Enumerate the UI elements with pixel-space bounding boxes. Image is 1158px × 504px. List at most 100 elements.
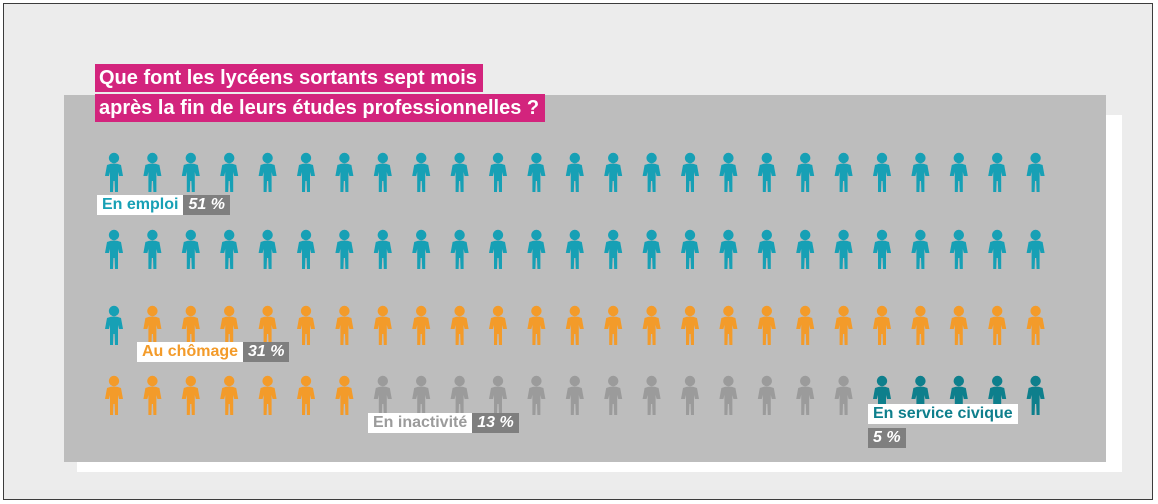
person-icon-au-chomage — [220, 375, 239, 415]
person-icon-en-emploi — [911, 229, 930, 269]
label-en-service-civique-name: En service civique — [868, 404, 1018, 424]
person-icon-en-emploi — [527, 229, 546, 269]
person-icon-en-emploi — [565, 229, 584, 269]
person-icon-en-service-civique — [873, 375, 891, 415]
person-icon-en-emploi — [220, 152, 239, 192]
person-icon-en-emploi — [988, 229, 1007, 269]
person-icon-au-chomage — [834, 305, 853, 345]
label-au-chomage-pct: 31 % — [243, 342, 290, 362]
person-icon-en-emploi — [412, 229, 431, 269]
label-en-emploi-name: En emploi — [97, 195, 184, 215]
person-icon-en-inactivite — [450, 375, 469, 415]
person-icon-en-emploi — [604, 152, 623, 192]
person-icon-en-emploi — [335, 152, 354, 192]
person-icon-en-emploi — [489, 152, 507, 192]
person-icon-en-emploi — [911, 152, 930, 192]
person-icon-au-chomage — [335, 305, 354, 345]
person-icon-en-emploi — [143, 152, 162, 192]
person-icon-au-chomage — [297, 305, 315, 345]
person-icon-en-emploi — [450, 229, 469, 269]
person-icon-en-emploi — [450, 152, 469, 192]
person-icon-en-emploi — [681, 152, 699, 192]
label-en-emploi-pct: 51 % — [183, 195, 230, 215]
chart-title: Que font les lycéens sortants sept mois … — [95, 64, 546, 124]
person-icon-en-emploi — [873, 152, 891, 192]
person-icon-en-emploi — [757, 152, 776, 192]
title-line-2: après la fin de leurs études professionn… — [95, 94, 546, 122]
person-icon-en-inactivite — [412, 375, 431, 415]
person-icon-en-emploi — [527, 152, 546, 192]
infographic-frame — [3, 3, 1153, 500]
label-au-chomage-name: Au chômage — [137, 342, 244, 362]
label-en-service-civique-pct: 5 % — [868, 428, 906, 448]
person-icon-au-chomage — [181, 375, 200, 415]
person-icon-au-chomage — [373, 305, 392, 345]
person-icon-en-emploi — [565, 152, 584, 192]
person-icon-au-chomage — [181, 305, 200, 345]
person-icon-au-chomage — [719, 305, 738, 345]
person-icon-au-chomage — [412, 305, 431, 345]
person-icon-en-service-civique — [949, 375, 968, 415]
person-icon-en-emploi — [1026, 152, 1045, 192]
person-icon-au-chomage — [335, 375, 354, 415]
person-icon-au-chomage — [489, 305, 507, 345]
person-icon-au-chomage — [949, 305, 968, 345]
person-icon-en-inactivite — [757, 375, 776, 415]
person-icon-en-inactivite — [642, 375, 661, 415]
person-icon-en-emploi — [949, 152, 968, 192]
person-icon-en-inactivite — [604, 375, 623, 415]
person-icon-en-emploi — [796, 229, 815, 269]
person-icon-au-chomage — [604, 305, 623, 345]
person-icon-en-emploi — [220, 229, 239, 269]
person-icon-en-inactivite — [527, 375, 546, 415]
person-icon-au-chomage — [105, 375, 123, 415]
person-icon-au-chomage — [565, 305, 584, 345]
person-icon-au-chomage — [796, 305, 815, 345]
person-icon-en-emploi — [297, 152, 315, 192]
person-icon-au-chomage — [143, 305, 162, 345]
person-icon-en-emploi — [297, 229, 315, 269]
person-icon-en-inactivite — [565, 375, 584, 415]
person-icon-au-chomage — [757, 305, 776, 345]
person-icon-en-emploi — [105, 305, 123, 345]
person-icon-en-emploi — [373, 152, 392, 192]
person-icon-en-emploi — [181, 229, 200, 269]
person-icon-en-emploi — [834, 152, 853, 192]
person-icon-en-emploi — [642, 229, 661, 269]
person-icon-en-emploi — [258, 229, 277, 269]
person-icon-en-emploi — [949, 229, 968, 269]
person-icon-en-emploi — [105, 229, 123, 269]
person-icon-au-chomage — [220, 305, 239, 345]
person-icon-en-emploi — [719, 152, 738, 192]
person-icon-au-chomage — [873, 305, 891, 345]
person-icon-au-chomage — [1026, 305, 1045, 345]
person-icon-en-emploi — [412, 152, 431, 192]
person-icon-au-chomage — [988, 305, 1007, 345]
person-icon-en-service-civique — [1026, 375, 1045, 415]
person-icon-en-inactivite — [489, 375, 507, 415]
label-en-inactivite-pct: 13 % — [472, 413, 519, 433]
person-icon-en-emploi — [143, 229, 162, 269]
person-icon-en-service-civique — [988, 375, 1007, 415]
person-icon-en-emploi — [873, 229, 891, 269]
label-au-chomage: Au chômage 31 % — [137, 342, 290, 362]
person-icon-en-inactivite — [796, 375, 815, 415]
label-en-emploi: En emploi 51 % — [97, 195, 230, 215]
person-icon-en-emploi — [1026, 229, 1045, 269]
person-icon-en-inactivite — [681, 375, 699, 415]
person-icon-en-inactivite — [373, 375, 392, 415]
person-icon-au-chomage — [642, 305, 661, 345]
person-icon-au-chomage — [258, 305, 277, 345]
person-icon-au-chomage — [297, 375, 315, 415]
person-icon-en-emploi — [105, 152, 123, 192]
label-en-inactivite-name: En inactivité — [368, 413, 473, 433]
person-icon-en-emploi — [681, 229, 699, 269]
person-icon-en-emploi — [796, 152, 815, 192]
person-icon-en-emploi — [181, 152, 200, 192]
background-grey-panel — [64, 95, 1106, 462]
person-icon-en-emploi — [834, 229, 853, 269]
person-icon-en-emploi — [335, 229, 354, 269]
person-icon-en-emploi — [757, 229, 776, 269]
person-icon-en-inactivite — [719, 375, 738, 415]
